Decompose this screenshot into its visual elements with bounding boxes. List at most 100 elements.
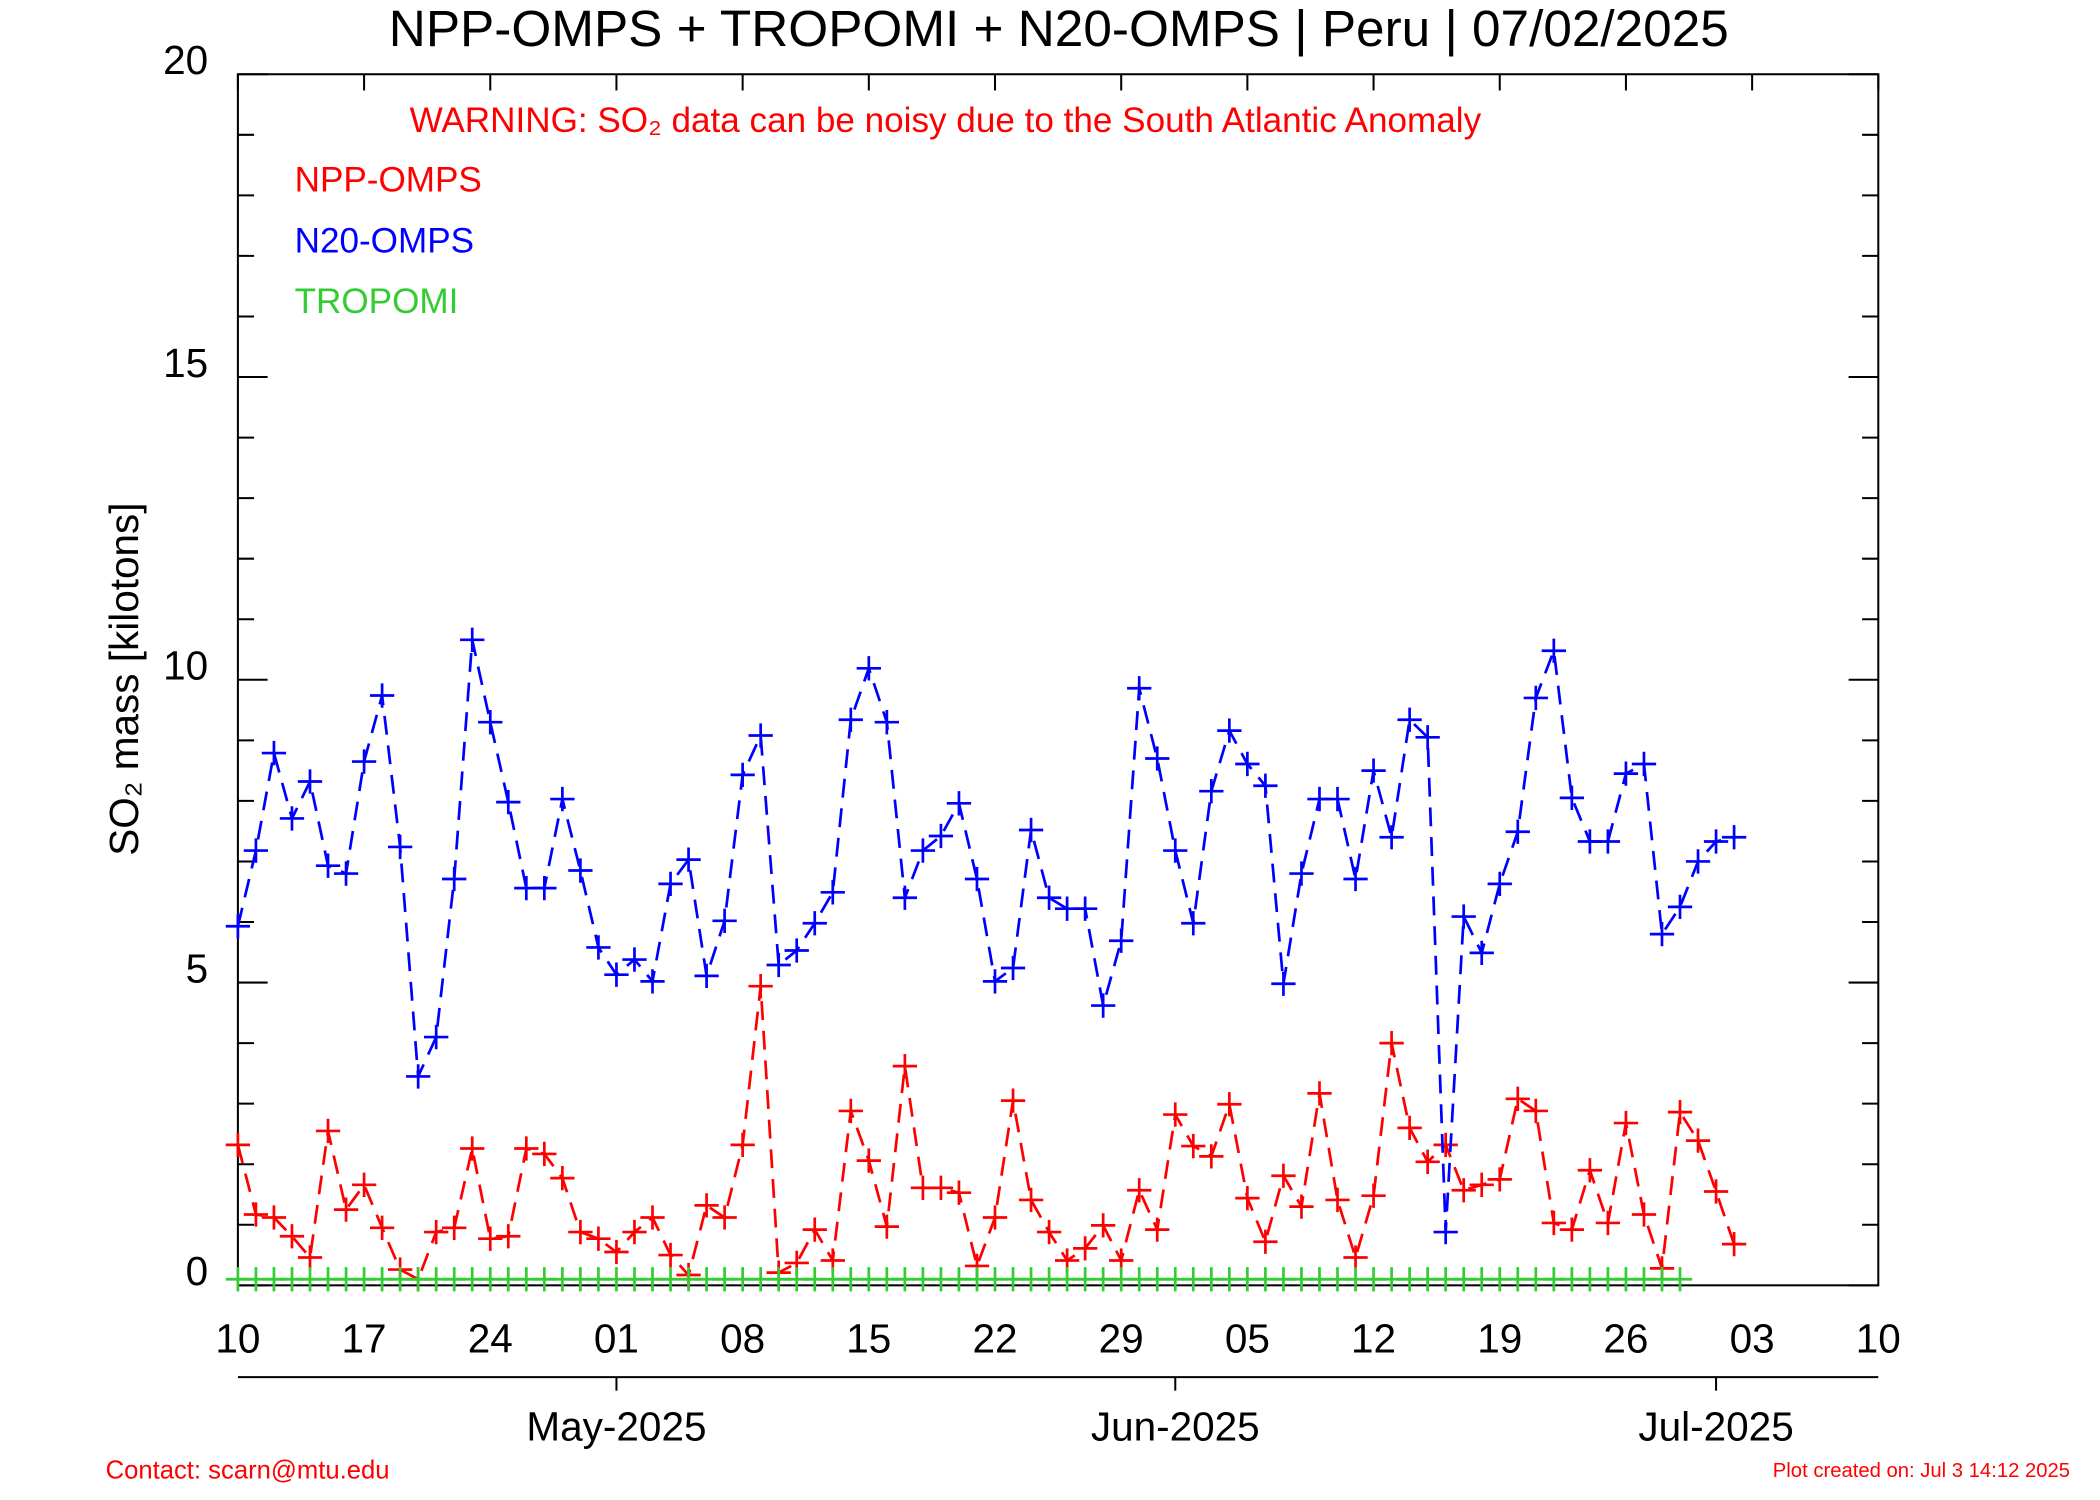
plus-marker — [640, 1205, 665, 1230]
plus-marker — [351, 1172, 377, 1197]
plus-marker — [279, 1224, 305, 1249]
plus-marker — [946, 1180, 972, 1205]
plus-marker — [442, 1215, 467, 1240]
plus-marker — [1469, 1172, 1494, 1197]
plus-marker — [1433, 1132, 1458, 1157]
plus-marker — [1505, 1086, 1530, 1111]
plus-marker — [838, 1098, 863, 1124]
plus-marker — [496, 789, 521, 815]
plus-marker — [243, 838, 269, 863]
plus-marker — [532, 875, 557, 901]
plus-marker — [1253, 1229, 1278, 1254]
plus-marker — [946, 791, 972, 816]
plus-marker — [694, 963, 719, 989]
plus-marker — [225, 1132, 251, 1157]
plus-marker — [333, 861, 359, 886]
plus-marker — [550, 786, 575, 812]
plus-marker — [838, 707, 863, 732]
plus-marker — [514, 1136, 539, 1161]
plus-marker — [297, 1245, 323, 1270]
plus-marker — [640, 969, 665, 994]
plus-marker — [730, 762, 755, 788]
plus-marker — [712, 1205, 737, 1230]
plus-marker — [1253, 773, 1278, 798]
plus-marker — [1595, 829, 1621, 854]
plus-marker — [1523, 1098, 1548, 1124]
plus-marker — [622, 1219, 647, 1245]
plus-marker — [784, 938, 809, 963]
plus-marker — [748, 974, 773, 999]
plus-marker — [406, 1064, 431, 1089]
plus-marker — [1469, 940, 1494, 966]
x-tick-label: 26 — [1603, 1316, 1648, 1362]
x-tick-label: 22 — [972, 1316, 1017, 1362]
plus-marker — [586, 935, 611, 960]
plus-marker — [928, 1175, 954, 1200]
plus-marker — [496, 1224, 521, 1249]
x-tick-label: 17 — [342, 1316, 387, 1362]
series-line — [236, 986, 1736, 1282]
plus-marker — [568, 1219, 593, 1245]
month-label: May-2025 — [526, 1403, 706, 1449]
plus-marker — [351, 749, 377, 774]
plus-marker — [856, 656, 881, 681]
x-tick-label: 19 — [1477, 1316, 1522, 1362]
plus-marker — [694, 1193, 719, 1218]
plus-marker — [1343, 1245, 1368, 1270]
plus-marker — [1685, 849, 1711, 874]
plus-marker — [1018, 817, 1044, 843]
plus-marker — [1217, 718, 1242, 743]
plus-marker — [982, 1205, 1008, 1230]
plus-marker — [1343, 866, 1368, 892]
plus-marker — [1505, 819, 1530, 844]
plus-marker — [586, 1226, 611, 1251]
plus-marker — [1667, 1099, 1693, 1125]
plus-marker — [1541, 638, 1566, 663]
plus-marker — [225, 914, 251, 939]
warning: WARNING: SO₂ data can be noisy due to th… — [410, 101, 1482, 140]
plus-marker — [1649, 921, 1675, 947]
plus-marker — [622, 947, 647, 972]
plus-marker — [1613, 761, 1639, 786]
plus-marker — [712, 908, 737, 933]
plus-marker — [766, 952, 791, 978]
plus-marker — [1487, 871, 1512, 897]
plus-marker — [460, 1136, 485, 1161]
y-tick-label: 0 — [186, 1248, 209, 1294]
x-tick-label: 10 — [215, 1316, 260, 1362]
plus-marker — [658, 1242, 683, 1268]
plus-marker — [1451, 1178, 1476, 1203]
plus-marker — [604, 962, 629, 987]
series-line — [236, 639, 1735, 1233]
plus-marker — [1487, 1167, 1512, 1192]
plus-marker — [802, 1217, 827, 1242]
plus-marker — [315, 1118, 341, 1144]
plus-marker — [1018, 1187, 1044, 1213]
plus-marker — [1072, 896, 1098, 921]
legend-entry: TROPOMI — [295, 282, 459, 321]
plus-marker — [1541, 1210, 1566, 1236]
plus-marker — [658, 871, 683, 897]
plus-marker — [297, 769, 323, 794]
plus-marker — [1325, 1187, 1350, 1213]
x-tick-label: 29 — [1099, 1316, 1144, 1362]
plus-marker — [1199, 1144, 1224, 1169]
plus-marker — [1325, 786, 1350, 812]
y-tick-label: 15 — [163, 340, 208, 386]
plus-marker — [1613, 1110, 1639, 1136]
x-tick-label: 15 — [846, 1316, 891, 1362]
plus-marker — [369, 683, 395, 708]
plus-marker — [1595, 1210, 1621, 1236]
x-tick-label: 24 — [468, 1316, 513, 1362]
plus-marker — [1289, 861, 1314, 886]
plus-marker — [1631, 751, 1657, 777]
plus-marker — [874, 710, 899, 735]
plus-marker — [1397, 707, 1422, 732]
legend-entry: N20-OMPS — [295, 221, 474, 260]
plus-marker — [1036, 1219, 1062, 1245]
plus-marker — [1145, 746, 1170, 771]
plus-marker — [1559, 785, 1585, 811]
plus-marker — [1127, 676, 1152, 701]
plus-marker — [982, 969, 1008, 994]
